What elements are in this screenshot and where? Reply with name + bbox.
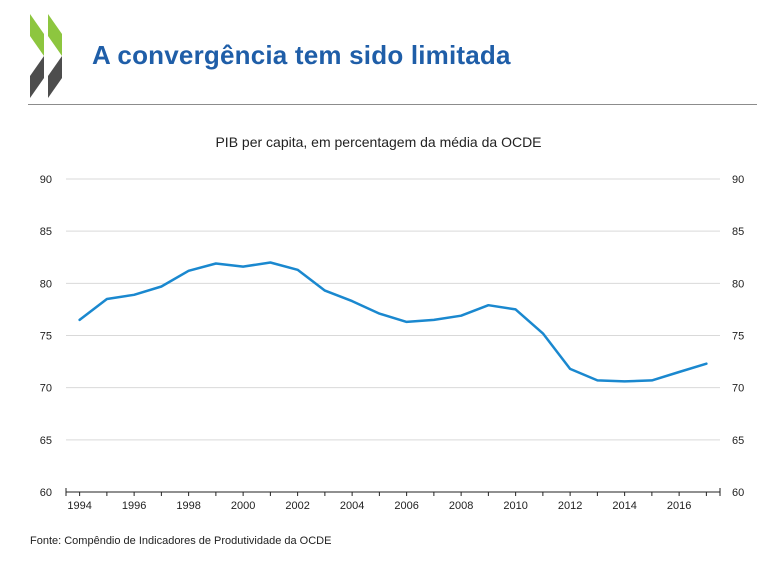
chart-title: PIB per capita, em percentagem da média … [215,134,542,150]
x-tick-label: 2010 [503,500,527,512]
x-tick-label: 2000 [231,500,255,512]
gridlines [66,178,720,441]
header-divider [28,104,757,105]
x-tick-label: 2016 [667,500,691,512]
y-tick-label-left: 80 [40,278,52,290]
x-tick-label: 2004 [340,500,364,512]
source-note: Fonte: Compêndio de Indicadores de Produ… [30,535,332,547]
y-tick-label-right: 80 [732,278,744,290]
x-tick-label: 1998 [176,500,200,512]
y-tick-label-right: 65 [732,435,744,447]
series-line [78,261,708,383]
y-tick-label-left: 85 [40,226,52,238]
x-tick-label: 2014 [612,500,636,512]
x-tick-label: 2012 [558,500,582,512]
y-tick-label-right: 60 [732,487,744,499]
x-tick-label: 1996 [122,500,146,512]
y-tick-label-left: 90 [40,174,52,186]
y-tick-label-left: 65 [40,435,52,447]
y-tick-label-right: 70 [732,383,744,395]
y-tick-label-left: 75 [40,331,52,343]
tick-labels: 60 60 65 65 70 70 75 75 80 80 85 85 90 90 1994 1996 1998… [40,174,745,512]
y-tick-label-right: 75 [732,331,744,343]
x-tick-label: 2008 [449,500,473,512]
y-tick-label-left: 70 [40,383,52,395]
series-layer [78,261,708,383]
page-title: A convergência tem sido limitada [92,40,511,70]
x-tick-label: 1994 [67,500,91,512]
oecd-logo [30,14,62,98]
y-tick-label-right: 85 [732,226,744,238]
x-tick-label: 2006 [394,500,418,512]
y-tick-label-left: 60 [40,487,52,499]
axes [65,488,721,496]
x-tick-label: 2002 [285,500,309,512]
y-tick-label-right: 90 [732,174,744,186]
